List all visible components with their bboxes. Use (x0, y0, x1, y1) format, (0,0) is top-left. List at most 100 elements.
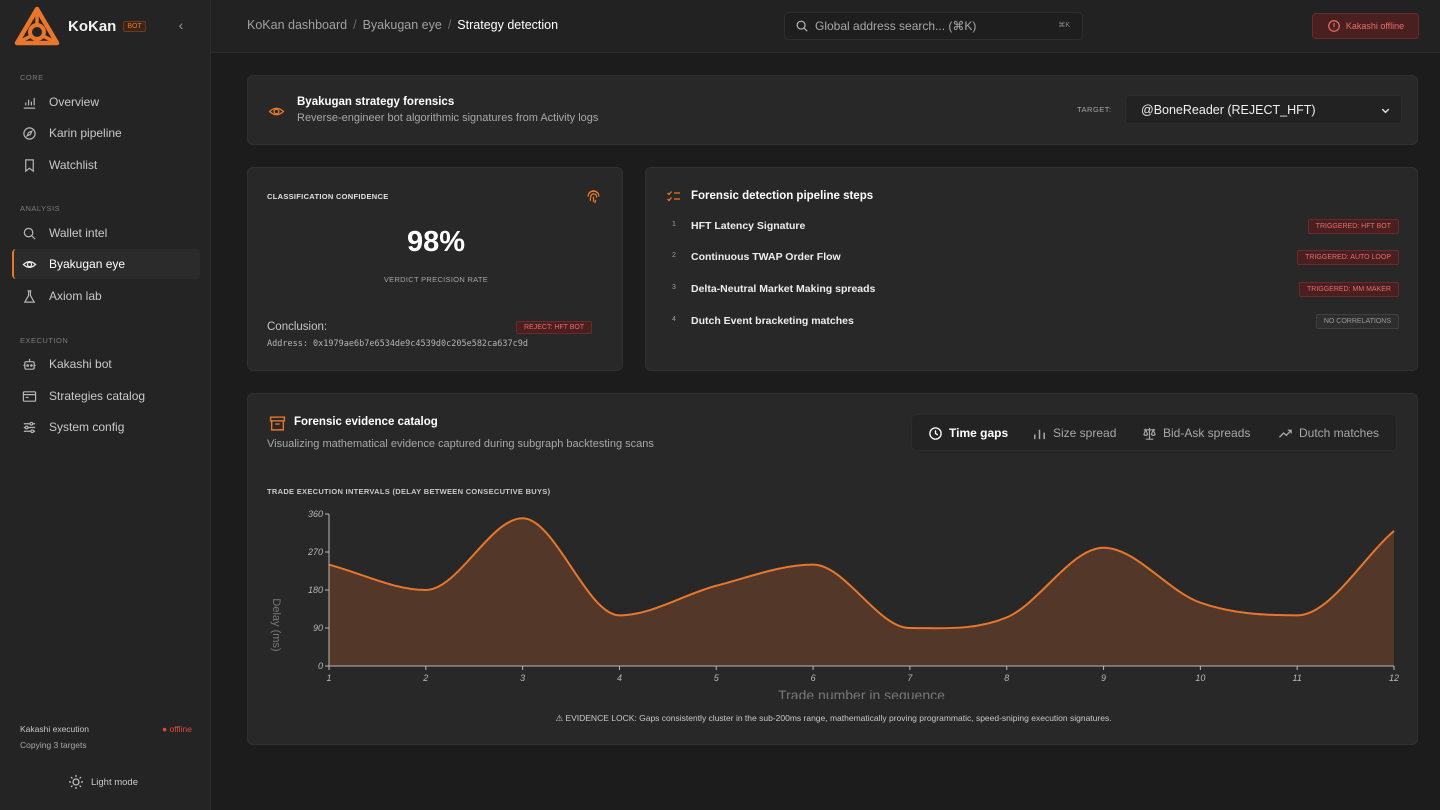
kakashi-offline-button[interactable]: Kakashi offline (1312, 13, 1419, 39)
chart-x-tick-label: 11 (1293, 673, 1302, 683)
page-subtitle: Reverse-engineer bot algorithmic signatu… (297, 112, 599, 124)
sidebar-item-label: Byakugan eye (49, 257, 126, 271)
status-offline-badge: ● offline (161, 724, 192, 734)
sidebar: KoKan BOT ‹ CORE Overview Karin pipeline… (0, 0, 211, 810)
tab-label: Size spread (1053, 426, 1117, 440)
chart-y-tick-label: 180 (308, 585, 323, 595)
kakashi-offline-label: Kakashi offline (1345, 21, 1405, 31)
target-select-value: @BoneReader (REJECT_HFT) (1141, 102, 1316, 117)
chart-y-tick-label: 270 (307, 547, 323, 557)
chart-caption: TRADE EXECUTION INTERVALS (DELAY BETWEEN… (267, 487, 551, 496)
chart-x-tick-label: 10 (1195, 673, 1205, 683)
conclusion-label: Conclusion: (267, 321, 328, 333)
light-mode-toggle[interactable]: Light mode (68, 774, 138, 790)
tab-dutch-matches[interactable]: Dutch matches (1278, 423, 1379, 443)
pipeline-step: 2 Continuous TWAP Order Flow TRIGGERED: … (666, 249, 1399, 267)
evidence-catalog-card: Forensic evidence catalog Visualizing ma… (247, 393, 1418, 745)
archive-icon (269, 416, 286, 431)
breadcrumb-item[interactable]: Byakugan eye (362, 18, 442, 32)
compass-icon (23, 126, 36, 140)
sidebar-item-byakugan-eye[interactable]: Byakugan eye (12, 249, 200, 279)
sidebar-item-label: Axiom lab (49, 289, 102, 303)
evidence-title: Forensic evidence catalog (294, 416, 438, 428)
conclusion-badge: REJECT: HFT BOT (516, 321, 593, 334)
sidebar-item-label: Overview (49, 95, 100, 109)
classification-confidence-card: CLASSIFICATION CONFIDENCE 98% VERDICT PR… (247, 167, 623, 371)
sidebar-item-label: Wallet intel (49, 226, 108, 240)
tab-label: Dutch matches (1299, 426, 1380, 440)
chart-area-fill (329, 518, 1394, 666)
confidence-label: VERDICT PRECISION RATE (383, 275, 489, 284)
chart-x-tick-label: 5 (714, 673, 720, 683)
sidebar-item-system-config[interactable]: System config (12, 412, 200, 442)
pipeline-step: 3 Delta-Neutral Market Making spreads TR… (666, 281, 1399, 299)
global-search[interactable]: ⌘K (784, 12, 1083, 40)
checklist-icon (667, 191, 680, 202)
light-mode-label: Light mode (91, 776, 139, 788)
search-shortcut-hint: ⌘K (1058, 22, 1070, 29)
target-select[interactable]: @BoneReader (REJECT_HFT) (1125, 95, 1402, 124)
app-name: KoKan (68, 17, 117, 35)
kokan-logo-icon (14, 6, 60, 46)
status-label: Kakashi execution (20, 724, 89, 734)
chart-x-tick-label: 1 (326, 673, 331, 683)
collapse-sidebar-icon[interactable]: ‹ (178, 17, 184, 33)
chart-x-tick-label: 6 (811, 673, 816, 683)
sidebar-item-label: Kakashi bot (49, 357, 112, 371)
chart-y-tick-label: 0 (318, 661, 323, 671)
sidebar-item-overview[interactable]: Overview (12, 87, 200, 117)
pipeline-step: 1 HFT Latency Signature TRIGGERED: HFT B… (666, 218, 1399, 236)
chart-x-tick-label: 12 (1389, 673, 1399, 683)
bookmark-icon (25, 158, 34, 172)
sidebar-item-axiom-lab[interactable]: Axiom lab (12, 281, 200, 311)
fingerprint-icon (587, 190, 600, 204)
brand[interactable]: KoKan BOT (14, 6, 146, 46)
detection-pipeline-card: Forensic detection pipeline steps 1 HFT … (645, 167, 1418, 371)
chart-y-tick-label: 360 (308, 509, 323, 519)
sliders-icon (23, 421, 36, 433)
tab-size-spread[interactable]: Size spread (1032, 423, 1116, 443)
target-label: TARGET: (1077, 105, 1112, 114)
step-number: 1 (672, 221, 676, 228)
tab-time-gaps[interactable]: Time gaps (928, 423, 1008, 443)
confidence-title: CLASSIFICATION CONFIDENCE (267, 192, 389, 201)
chart-y-axis-title: Delay (ms) (270, 598, 282, 651)
chart-icon (23, 97, 36, 109)
clock-icon (929, 426, 942, 440)
step-status-badge: NO CORRELATIONS (1315, 314, 1399, 329)
tab-label: Bid-Ask spreads (1163, 426, 1251, 440)
nav-section-core: CORE (20, 73, 44, 82)
sidebar-item-label: Watchlist (49, 158, 98, 172)
chart-x-tick-label: 7 (907, 673, 913, 683)
search-input[interactable] (815, 19, 1045, 33)
scale-icon (1143, 427, 1156, 440)
sidebar-item-karin-pipeline[interactable]: Karin pipeline (12, 118, 200, 148)
chart-x-tick-label: 2 (422, 673, 428, 683)
trend-icon (1278, 429, 1292, 438)
nav-section-execution: EXECUTION (20, 336, 69, 345)
kakashi-status-block: Kakashi execution ● offline Copying 3 ta… (20, 724, 192, 750)
sidebar-item-label: Karin pipeline (49, 126, 122, 140)
sidebar-item-strategies-catalog[interactable]: Strategies catalog (12, 381, 200, 411)
step-status-badge: TRIGGERED: HFT BOT (1307, 219, 1399, 234)
chart-y-tick-label: 90 (313, 623, 323, 633)
tab-label: Time gaps (949, 426, 1009, 440)
sidebar-item-kakashi-bot[interactable]: Kakashi bot (12, 349, 200, 379)
breadcrumb-current: Strategy detection (457, 18, 559, 32)
chart-x-tick-label: 3 (520, 673, 525, 683)
search-icon (23, 227, 36, 240)
step-number: 4 (672, 316, 676, 323)
bot-badge: BOT (123, 20, 146, 32)
breadcrumb-item[interactable]: KoKan dashboard (247, 18, 348, 32)
flask-icon (23, 289, 36, 303)
chart-series-line (328, 517, 1395, 630)
bar-chart-icon (1034, 429, 1045, 439)
breadcrumb: KoKan dashboard / Byakugan eye / Strateg… (247, 18, 558, 32)
step-name: Dutch Event bracketing matches (691, 315, 854, 327)
sidebar-item-watchlist[interactable]: Watchlist (12, 150, 200, 180)
tab-bid-ask-spreads[interactable]: Bid-Ask spreads (1142, 423, 1250, 443)
search-icon (796, 20, 808, 32)
chart-x-tick-label: 4 (617, 673, 622, 683)
sidebar-item-wallet-intel[interactable]: Wallet intel (12, 218, 200, 248)
